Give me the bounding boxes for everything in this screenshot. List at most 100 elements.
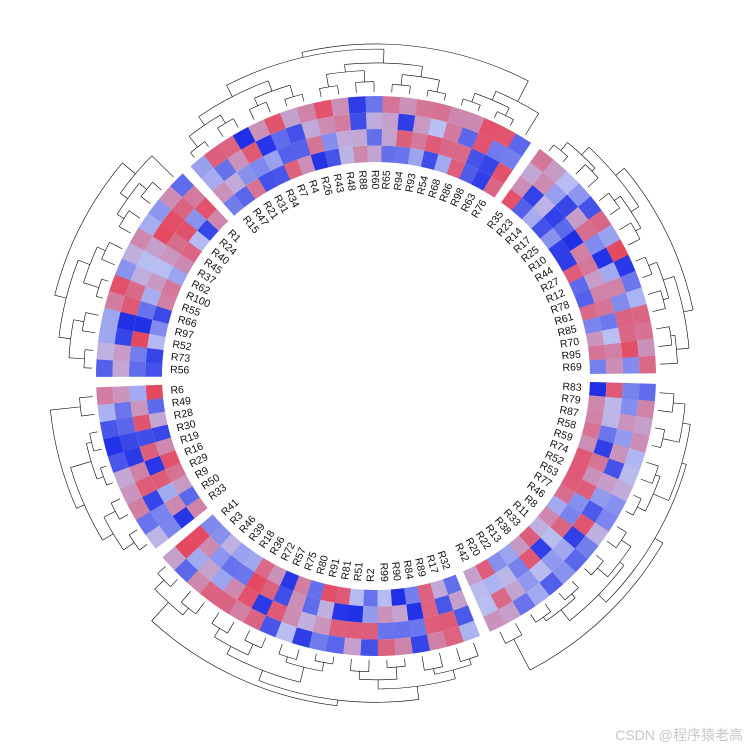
dendrogram-branch xyxy=(463,98,481,106)
dendrogram-branch xyxy=(474,93,510,109)
dendrogram-branch xyxy=(284,99,287,105)
heatmap-cell xyxy=(367,145,382,163)
dendrogram-branch xyxy=(681,462,687,465)
heatmap-cell xyxy=(333,113,352,133)
dendrogram-branch xyxy=(647,293,651,295)
heatmap-cell xyxy=(96,341,115,361)
heatmap-cell xyxy=(540,527,563,550)
dendrogram-branch xyxy=(615,167,625,176)
dendrogram-branch xyxy=(651,465,659,484)
dendrogram-branch xyxy=(653,493,669,501)
heatmap-cell xyxy=(365,96,384,113)
dendrogram-branch xyxy=(560,594,566,601)
dendrogram-branch xyxy=(478,104,481,110)
dendrogram-branch xyxy=(96,476,104,480)
heatmap-cell xyxy=(638,355,656,374)
dendrogram-branch xyxy=(110,502,120,520)
dendrogram-branch xyxy=(50,406,81,411)
row-label: R93 xyxy=(403,172,418,193)
heatmap-cell xyxy=(593,439,614,459)
dendrogram-branch xyxy=(344,62,423,67)
dendrogram-branch xyxy=(663,276,675,281)
heatmap-cell xyxy=(620,398,639,417)
heatmap-cell xyxy=(491,162,513,185)
heatmap-cell xyxy=(145,347,164,364)
dendrogram-branch xyxy=(573,582,579,588)
dendrogram-branch xyxy=(123,542,135,551)
dendrogram-branch xyxy=(50,409,77,509)
heatmap-cell xyxy=(151,258,174,280)
dendrogram-branch xyxy=(550,144,554,150)
row-label: R95 xyxy=(561,348,582,362)
heatmap-cell xyxy=(629,432,650,453)
dendrogram-branch xyxy=(571,593,576,599)
heatmap-cell xyxy=(392,620,411,639)
heatmap-cell xyxy=(180,241,203,263)
heatmap-cell xyxy=(597,224,621,248)
dendrogram-branch xyxy=(560,142,568,151)
dendrogram-branch xyxy=(254,84,291,99)
dendrogram-branch xyxy=(285,656,288,663)
heatmap-cell xyxy=(603,396,622,414)
dendrogram-branch xyxy=(139,545,146,551)
heatmap-cell xyxy=(270,128,292,150)
row-label: R94 xyxy=(392,171,406,192)
dendrogram-branch xyxy=(86,441,92,444)
row-label: R48 xyxy=(343,171,357,192)
heatmap-cell xyxy=(99,419,120,440)
heatmap-cell xyxy=(121,242,145,266)
dendrogram-branch xyxy=(104,465,107,467)
heatmap-cell xyxy=(335,130,354,149)
heatmap-cell xyxy=(258,170,279,193)
dendrogram-branch xyxy=(261,639,266,648)
dendrogram-branch xyxy=(106,280,109,282)
dendrogram-branch xyxy=(337,85,339,93)
heatmap-cell xyxy=(112,386,131,404)
heatmap-cell xyxy=(512,592,536,616)
heatmap-cell xyxy=(212,181,235,204)
heatmap-cell xyxy=(482,176,504,198)
heatmap-cell xyxy=(503,578,527,602)
dendrogram-branch xyxy=(655,474,661,477)
heatmap-cell xyxy=(283,159,303,180)
heatmap-cell xyxy=(606,239,629,263)
heatmap-cell xyxy=(237,585,260,609)
dendrogram-branch xyxy=(321,662,325,672)
heatmap-cell xyxy=(581,421,602,440)
dendrogram-branch xyxy=(621,222,632,230)
heatmap-cell xyxy=(490,587,513,610)
heatmap-cell xyxy=(574,289,595,309)
heatmap-cell xyxy=(377,622,395,640)
heatmap-cell xyxy=(224,171,247,195)
dendrogram-branch xyxy=(660,344,672,347)
heatmap-cell xyxy=(301,595,321,616)
row-label: R88 xyxy=(356,170,369,190)
row-label: R52 xyxy=(172,339,193,354)
dendrogram-branch xyxy=(301,43,529,82)
heatmap-cell xyxy=(130,265,152,287)
heatmap-cell xyxy=(394,637,413,656)
heatmap-cell xyxy=(184,208,207,231)
dendrogram-branch xyxy=(673,402,686,405)
dendrogram-branch xyxy=(608,542,617,548)
dendrogram-branch xyxy=(653,445,661,448)
dendrogram-branch xyxy=(350,670,369,673)
heatmap-cell xyxy=(430,579,449,600)
dendrogram-branch xyxy=(301,52,304,58)
dendrogram-branch xyxy=(387,666,406,668)
row-label: R91 xyxy=(327,557,343,579)
heatmap-cell xyxy=(410,634,431,654)
heatmap-cell xyxy=(605,382,623,399)
heatmap-cell xyxy=(433,154,453,175)
dendrogram-branch xyxy=(637,506,646,512)
heatmap-cell xyxy=(129,227,153,251)
heatmap-cell xyxy=(560,471,583,493)
dendrogram-branch xyxy=(505,107,510,116)
heatmap-cell xyxy=(478,117,501,141)
heatmap-cell xyxy=(129,345,148,363)
row-label: R84 xyxy=(401,559,416,580)
row-label: R4 xyxy=(306,178,322,195)
heatmap-cell xyxy=(139,442,160,462)
heatmap-cell xyxy=(601,411,621,429)
dendrogram-branch xyxy=(585,569,592,576)
